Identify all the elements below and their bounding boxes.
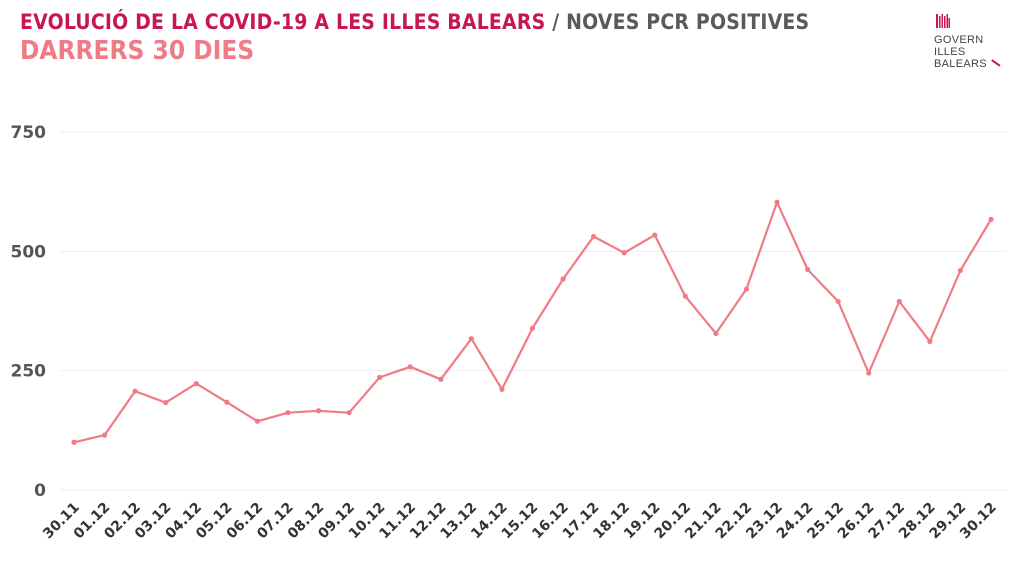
data-point (805, 266, 811, 273)
logo-text: GOVERN ILLES BALEARS (934, 34, 1014, 70)
y-tick-label: 0 (34, 481, 46, 501)
data-point (774, 199, 780, 205)
data-point (132, 388, 138, 394)
data-point (407, 364, 413, 370)
data-point (224, 399, 230, 405)
data-point (193, 380, 199, 387)
govern-logo: GOVERN ILLES BALEARS (934, 14, 1014, 70)
series-layer (71, 199, 994, 445)
data-point (591, 233, 597, 240)
coat-of-arms-icon (936, 14, 950, 28)
data-point (896, 298, 902, 305)
y-tick-label: 750 (11, 123, 47, 143)
data-point (957, 267, 964, 274)
chart-title: EVOLUCIÓ DE LA COVID-19 A LES ILLES BALE… (20, 10, 809, 34)
data-point (285, 410, 291, 416)
data-point (652, 232, 658, 238)
data-point (315, 408, 322, 414)
data-point (163, 400, 169, 406)
data-point (377, 374, 383, 380)
gridlines (60, 131, 1006, 491)
data-point (101, 432, 108, 438)
logo-line-2: ILLES (934, 46, 966, 58)
data-point (499, 386, 505, 392)
data-point (254, 418, 260, 424)
data-point (71, 439, 77, 445)
chart-subtitle: DARRERS 30 DIES (20, 36, 255, 66)
data-point (346, 410, 352, 416)
logo-line-1: GOVERN (934, 34, 984, 46)
title-main: EVOLUCIÓ DE LA COVID-19 A LES ILLES BALE… (20, 10, 546, 34)
data-point (713, 330, 719, 337)
data-point (560, 276, 566, 282)
y-tick-label: 250 (11, 362, 47, 382)
title-secondary: NOVES PCR POSITIVES (566, 10, 810, 34)
y-axis-ticks: 0 250 500 750 (11, 123, 47, 501)
data-point (529, 325, 536, 331)
data-point (438, 376, 444, 382)
data-point (927, 338, 933, 345)
logo-line-3: BALEARS (934, 58, 987, 70)
data-point (621, 250, 627, 256)
data-point (835, 298, 841, 305)
y-tick-label: 500 (11, 242, 47, 262)
data-point (743, 286, 750, 292)
series-line (73, 201, 992, 444)
x-axis-ticks: 30.1101.1202.1203.1204.1205.1206.1207.12… (40, 500, 1000, 543)
data-point (468, 336, 474, 342)
chart-header: EVOLUCIÓ DE LA COVID-19 A LES ILLES BALE… (20, 10, 809, 66)
data-point (866, 370, 872, 376)
data-point (682, 293, 688, 299)
data-point (988, 216, 994, 222)
title-separator: / (545, 10, 567, 34)
